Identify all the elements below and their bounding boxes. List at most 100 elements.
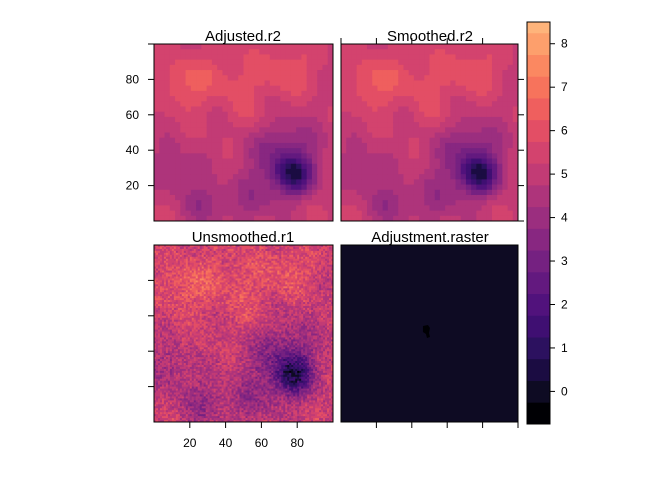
raster-cell: [209, 329, 213, 333]
raster-cell: [159, 370, 163, 374]
raster-cell: [201, 380, 205, 384]
raster-cell: [275, 44, 281, 50]
raster-cell: [165, 392, 169, 395]
raster-cell: [165, 258, 169, 262]
raster-cell: [311, 215, 318, 221]
raster-cell: [211, 302, 215, 305]
raster-cell: [205, 353, 209, 356]
raster-cell: [201, 404, 205, 407]
raster-cell: [155, 305, 159, 309]
raster-cell: [491, 96, 498, 102]
raster-cell: [196, 168, 202, 175]
raster-cell: [403, 142, 410, 149]
raster-cell: [243, 215, 250, 221]
raster-cell: [497, 210, 503, 217]
raster-cell: [455, 158, 462, 165]
raster-cell: [197, 294, 201, 297]
raster-cell: [159, 388, 163, 392]
raster-cell: [497, 122, 503, 128]
raster-cell: [419, 122, 425, 128]
raster-cell: [189, 290, 193, 293]
raster-cell: [203, 345, 207, 348]
raster-cell: [187, 258, 191, 262]
raster-cell: [175, 127, 181, 134]
raster-cell: [161, 290, 165, 293]
raster-cell: [243, 205, 250, 212]
raster-cell: [205, 341, 209, 344]
raster-cell: [507, 184, 514, 191]
raster-cell: [164, 163, 171, 170]
raster-cell: [439, 54, 446, 61]
raster-cell: [171, 252, 175, 256]
raster-cell: [445, 163, 451, 170]
raster-cell: [175, 364, 179, 368]
raster-cell: [175, 388, 179, 392]
raster-cell: [209, 345, 213, 348]
raster-cell: [387, 179, 394, 186]
raster-cell: [280, 174, 287, 180]
raster-cell: [497, 168, 503, 175]
raster-cell: [154, 376, 157, 380]
raster-cell: [209, 388, 213, 392]
raster-cell: [197, 355, 201, 358]
raster-cell: [311, 148, 318, 154]
raster-cell: [185, 272, 189, 275]
raster-cell: [161, 282, 165, 285]
raster-cell: [445, 70, 451, 76]
raster-cell: [165, 388, 169, 392]
raster-cell: [159, 245, 163, 248]
raster-cell: [159, 266, 163, 270]
raster-cell: [159, 341, 163, 344]
raster-cell: [403, 215, 410, 221]
raster-cell: [165, 302, 169, 305]
raster-cell: [222, 189, 229, 196]
raster-cell: [465, 148, 472, 154]
raster-cell: [165, 256, 169, 260]
raster-cell: [173, 280, 177, 283]
raster-cell: [154, 333, 157, 336]
raster-cell: [154, 44, 160, 50]
raster-cell: [502, 49, 509, 56]
raster-cell: [197, 327, 201, 331]
raster-cell: [191, 256, 195, 260]
raster-cell: [199, 378, 203, 382]
raster-cell: [285, 116, 292, 123]
raster-cell: [207, 384, 211, 388]
raster-cell: [507, 215, 514, 221]
raster-cell: [419, 200, 425, 206]
raster-cell: [171, 302, 175, 305]
raster-cell: [181, 260, 185, 264]
raster-cell: [465, 210, 472, 217]
raster-cell: [264, 85, 271, 92]
raster-cell: [408, 158, 415, 165]
raster-cell: [254, 210, 260, 217]
raster-cell: [450, 70, 457, 76]
raster-cell: [301, 111, 308, 118]
raster-cell: [201, 80, 208, 87]
raster-cell: [167, 248, 171, 252]
raster-cell: [195, 327, 199, 331]
raster-cell: [486, 153, 493, 160]
raster-cell: [217, 122, 224, 128]
raster-cell: [211, 361, 215, 364]
raster-cell: [179, 256, 183, 260]
raster-cell: [181, 331, 185, 334]
raster-cell: [161, 349, 165, 352]
raster-cell: [159, 205, 166, 212]
raster-cell: [201, 351, 205, 354]
raster-cell: [285, 137, 292, 144]
raster-cell: [175, 339, 179, 342]
raster-cell: [175, 380, 179, 384]
raster-cell: [154, 380, 157, 384]
raster-cell: [301, 54, 308, 61]
raster-cell: [382, 142, 389, 149]
raster-cell: [465, 158, 472, 165]
raster-cell: [222, 200, 229, 206]
raster-cell: [201, 148, 208, 154]
raster-cell: [497, 158, 503, 165]
raster-cell: [187, 246, 191, 250]
raster-cell: [491, 101, 498, 108]
raster-cell: [181, 368, 185, 372]
raster-cell: [181, 418, 185, 421]
raster-cell: [341, 200, 347, 206]
